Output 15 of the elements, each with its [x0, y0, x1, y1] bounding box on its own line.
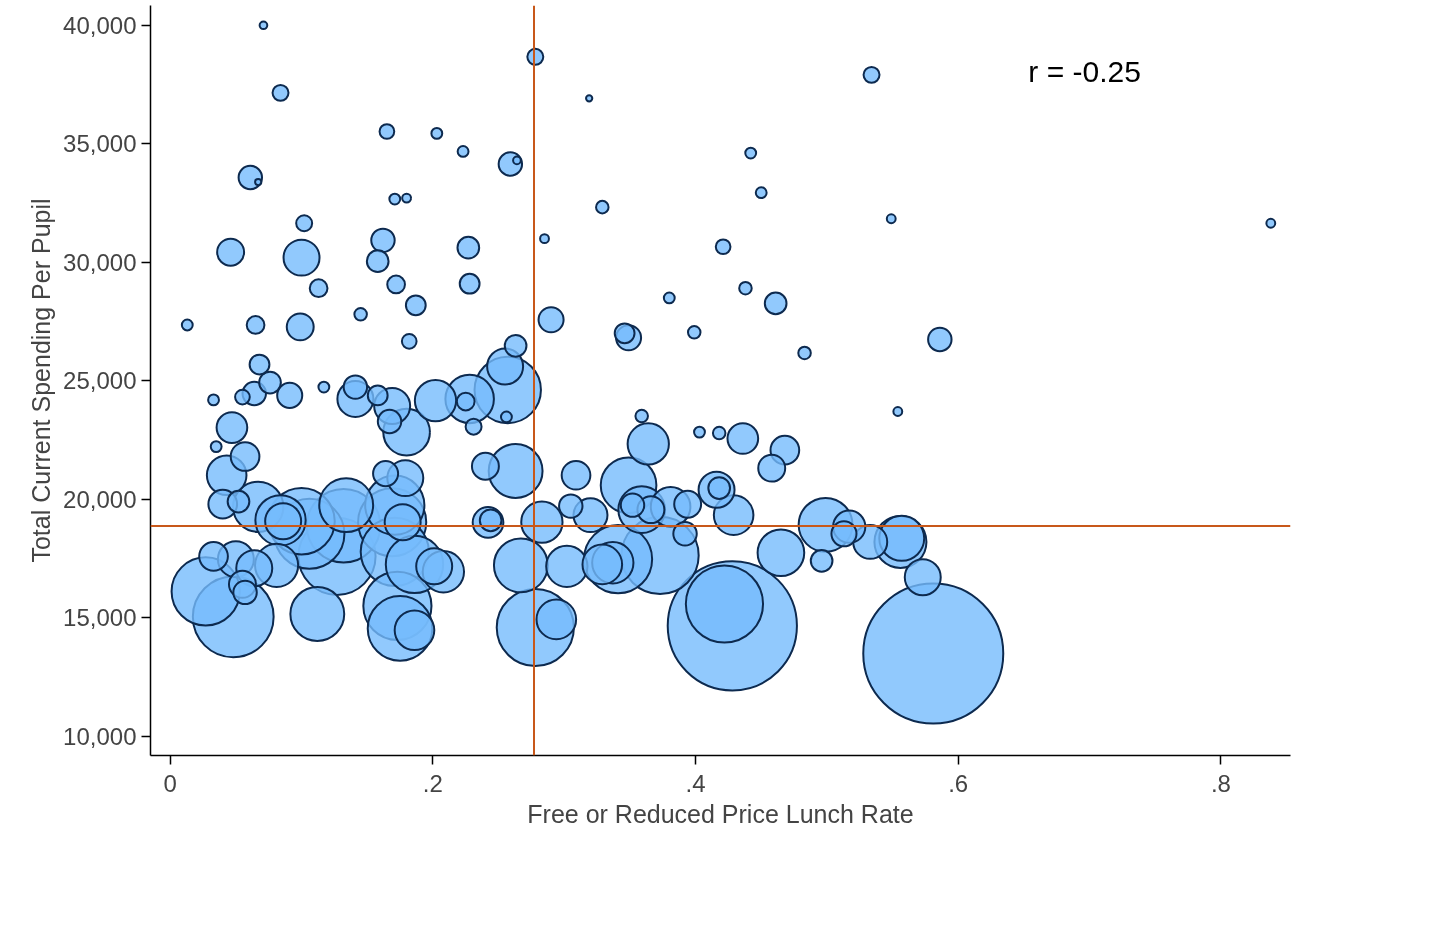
y-tick-label: 35,000	[63, 130, 137, 158]
y-axis-title: Total Current Spending Per Pupil	[27, 198, 56, 563]
y-tick-label: 25,000	[63, 367, 137, 395]
x-tick-label: .4	[685, 769, 706, 797]
y-tick-label: 40,000	[63, 11, 137, 39]
y-tick-label: 10,000	[63, 723, 137, 751]
x-axis-title: Free or Reduced Price Lunch Rate	[527, 799, 914, 828]
y-tick-label: 15,000	[63, 604, 137, 632]
y-tick-label: 30,000	[63, 248, 137, 276]
x-tick-label: .8	[1210, 769, 1231, 797]
y-tick-label: 20,000	[63, 485, 137, 513]
annotation: r = -0.25	[1028, 55, 1141, 88]
x-tick-label: .6	[948, 769, 969, 797]
x-tick-label: .2	[422, 769, 443, 797]
x-tick-label: 0	[163, 769, 177, 797]
